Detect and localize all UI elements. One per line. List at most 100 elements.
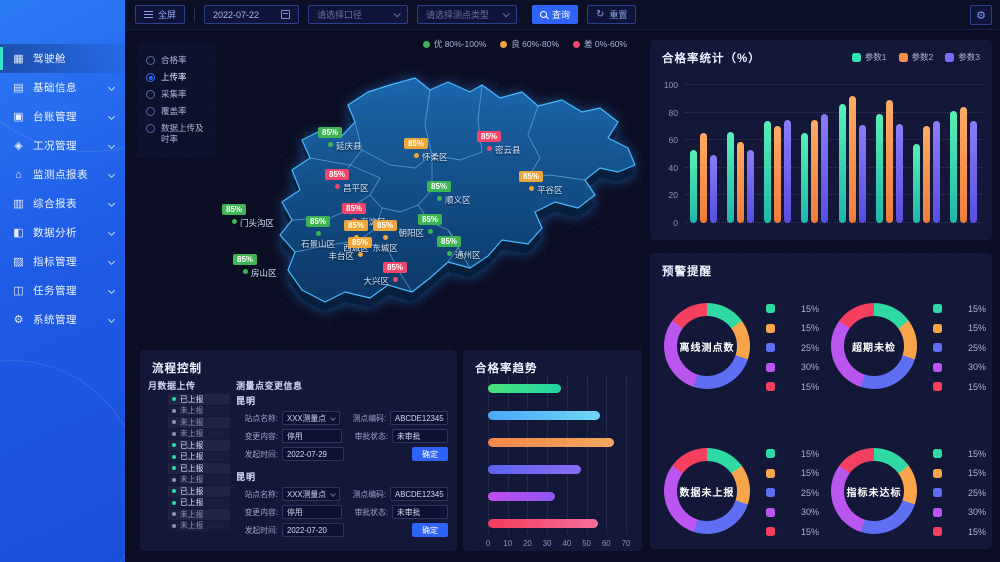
time-field[interactable]: 2022-07-20 — [282, 523, 344, 537]
trend-bar[interactable] — [488, 384, 561, 393]
sidebar-item[interactable]: ▤ 基础信息 — [0, 73, 125, 102]
bar-参数1[interactable] — [764, 120, 772, 223]
sidebar-item[interactable]: ▦ 驾驶舱 — [0, 44, 125, 73]
legend-swatch-icon — [766, 362, 775, 372]
bar-参数2[interactable] — [811, 119, 819, 223]
bar-参数2[interactable] — [700, 133, 708, 223]
bar-参数3[interactable] — [747, 149, 755, 223]
chart-legend-label: 参数2 — [911, 52, 934, 62]
sidebar-item[interactable]: ⚙ 系统管理 — [0, 305, 125, 334]
upload-list-item[interactable]: 已上报 — [168, 394, 230, 405]
donut-chart[interactable]: 超期未检 — [831, 303, 917, 389]
upload-list-item[interactable]: 已上报 — [168, 486, 230, 497]
sidebar-item[interactable]: ▨ 指标管理 — [0, 247, 125, 276]
bar-参数2[interactable] — [774, 126, 782, 223]
confirm-button[interactable]: 确定 — [412, 447, 448, 461]
date-input[interactable]: 2022-07-22 — [204, 5, 300, 24]
upload-list-item[interactable]: 已上报 — [168, 463, 230, 474]
badge-dot-icon — [413, 153, 419, 158]
site-select[interactable]: XXX测量点 — [282, 487, 340, 501]
chart-legend-item[interactable]: 参数2 — [898, 51, 934, 63]
upload-list-item[interactable]: 未上报 — [168, 521, 230, 532]
bar-参数1[interactable] — [912, 144, 920, 223]
settings-button[interactable]: ⚙ — [970, 5, 992, 25]
upload-list-item[interactable]: 已上报 — [168, 498, 230, 509]
trend-bar[interactable] — [488, 465, 581, 474]
sidebar-item[interactable]: ▥ 综合报表 — [0, 189, 125, 218]
point-type-select[interactable]: 请选择测点类型 — [417, 5, 518, 24]
donut-chart[interactable]: 指标未达标 — [831, 448, 917, 534]
metric-radio[interactable]: 上传率 — [146, 72, 208, 83]
bar-参数3[interactable] — [895, 123, 903, 223]
metric-radio[interactable]: 数据上传及时率 — [146, 123, 208, 145]
donut-chart[interactable]: 数据未上报 — [664, 448, 750, 534]
metric-radio[interactable]: 采集率 — [146, 89, 208, 100]
sidebar-item[interactable]: ◫ 任务管理 — [0, 276, 125, 305]
trend-bar[interactable] — [488, 492, 556, 501]
upload-list-item[interactable]: 未上报 — [168, 406, 230, 417]
bar-参数3[interactable] — [710, 155, 718, 223]
fullscreen-button[interactable]: 全屏 — [135, 5, 186, 24]
chart-legend-item[interactable]: 参数1 — [851, 51, 887, 63]
metric-radio[interactable]: 覆盖率 — [146, 106, 208, 117]
upload-subtitle: 月数据上传 — [148, 381, 196, 391]
sidebar-item[interactable]: ⌂ 监测点报表 — [0, 160, 125, 189]
donut-legend-value: 15% — [968, 448, 987, 459]
legend-swatch-icon — [933, 449, 942, 459]
reset-button[interactable]: ↻ 重置 — [587, 5, 637, 24]
district-name: 昌平区 — [343, 182, 369, 193]
bar-参数1[interactable] — [875, 113, 883, 223]
change-field[interactable]: 停用 — [282, 429, 342, 443]
chart-legend-item[interactable]: 参数3 — [945, 51, 980, 63]
district-name: 通州区 — [455, 249, 481, 260]
caliber-select[interactable]: 请选择口径 — [308, 5, 409, 24]
bar-参数2[interactable] — [885, 100, 893, 223]
bar-参数3[interactable] — [858, 125, 866, 223]
bar-参数1[interactable] — [801, 133, 809, 223]
bar-参数3[interactable] — [784, 119, 792, 223]
bar-参数3[interactable] — [821, 113, 829, 223]
approve-field[interactable]: 未审批 — [391, 429, 448, 443]
confirm-button[interactable]: 确定 — [412, 523, 448, 537]
code-field[interactable]: ABCDE12345 — [390, 487, 448, 501]
map-legend-label: 优 80%-100% — [433, 39, 487, 49]
bar-参数1[interactable] — [949, 111, 957, 223]
badge-dot-icon — [436, 196, 442, 201]
bar-参数2[interactable] — [848, 96, 856, 223]
sidebar-item[interactable]: ▣ 台账管理 — [0, 102, 125, 131]
site-select[interactable]: XXX测量点 — [282, 411, 340, 425]
upload-list-item[interactable]: 已上报 — [168, 440, 230, 451]
search-button[interactable]: 查询 — [532, 5, 579, 24]
trend-bar[interactable] — [488, 519, 599, 528]
badge-value: 85% — [403, 138, 429, 149]
badge-dot-icon — [446, 251, 452, 256]
metric-radio[interactable]: 合格率 — [146, 55, 208, 66]
donut-chart[interactable]: 离线测点数 — [664, 303, 750, 389]
upload-list-item[interactable]: 未上报 — [168, 475, 230, 486]
trend-bar[interactable] — [488, 438, 615, 447]
code-field[interactable]: ABCDE12345 — [390, 411, 448, 425]
bar-参数2[interactable] — [959, 107, 967, 223]
sidebar-item[interactable]: ◧ 数据分析 — [0, 218, 125, 247]
process-panel: 流程控制 月数据上传 测量点变更信息 已上报 未上报 未上报 未上报 已上报 已上报 已上报… — [140, 350, 457, 551]
upload-list-item[interactable]: 未上报 — [168, 429, 230, 440]
sidebar-item[interactable]: ◈ 工况管理 — [0, 131, 125, 160]
bar-参数1[interactable] — [690, 149, 698, 223]
legend-swatch-icon — [933, 488, 942, 498]
upload-list-item[interactable]: 已上报 — [168, 452, 230, 463]
bar-参数1[interactable] — [727, 131, 735, 223]
approve-field[interactable]: 未审批 — [391, 505, 448, 519]
bar-参数2[interactable] — [737, 141, 745, 223]
bar-参数3[interactable] — [969, 120, 977, 223]
trend-bar[interactable] — [488, 411, 601, 420]
radio-icon — [146, 107, 155, 117]
time-field[interactable]: 2022-07-29 — [282, 447, 344, 461]
upload-list-item[interactable]: 未上报 — [168, 417, 230, 428]
bar-参数1[interactable] — [838, 104, 846, 223]
bar-参数3[interactable] — [932, 120, 940, 223]
bar-参数2[interactable] — [922, 126, 930, 223]
donut-legend-row: 25% — [933, 483, 986, 503]
upload-list-item[interactable]: 未上报 — [168, 509, 230, 520]
change-field[interactable]: 停用 — [282, 505, 342, 519]
time-label: 发起时间: — [244, 449, 278, 459]
